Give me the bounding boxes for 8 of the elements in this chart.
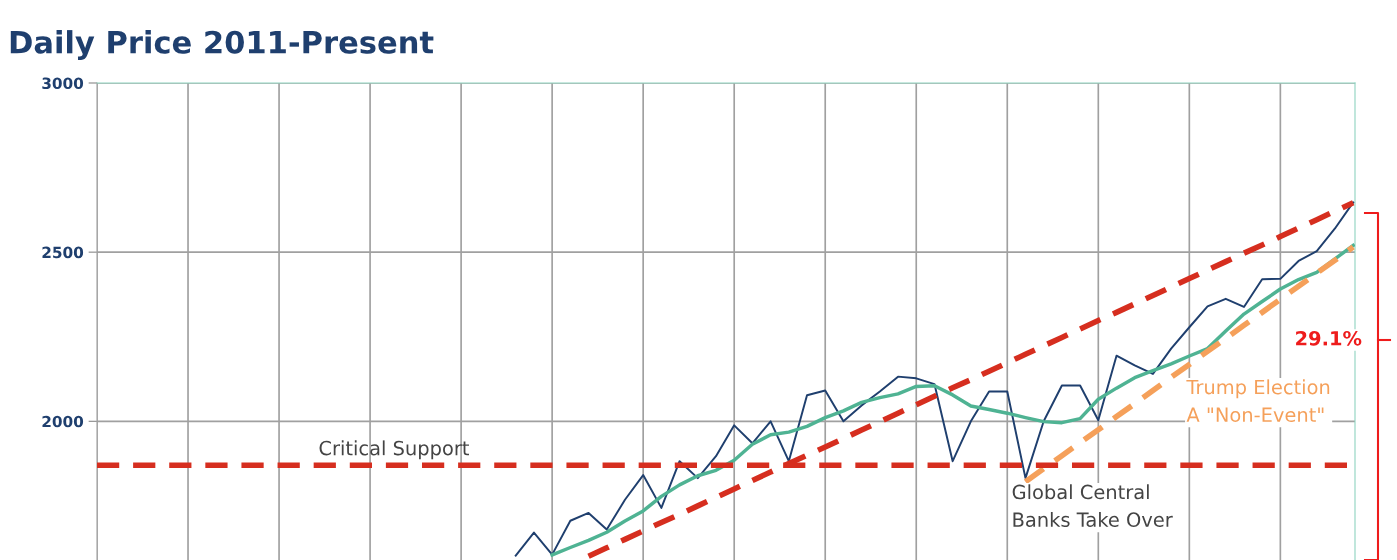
annotation: Trump Election A "Non-Event" <box>1186 379 1330 423</box>
y-tick-label: 2500 <box>42 246 84 259</box>
ref-line-label: Critical Support <box>319 440 469 460</box>
annotation: Global Central Banks Take Over <box>1012 484 1173 528</box>
annotation: 29.1% <box>1296 330 1362 346</box>
y-tick-label: 2000 <box>42 415 84 428</box>
chart-title: Daily Price 2011-Present <box>10 30 434 60</box>
y-tick-label: 3000 <box>42 77 84 90</box>
